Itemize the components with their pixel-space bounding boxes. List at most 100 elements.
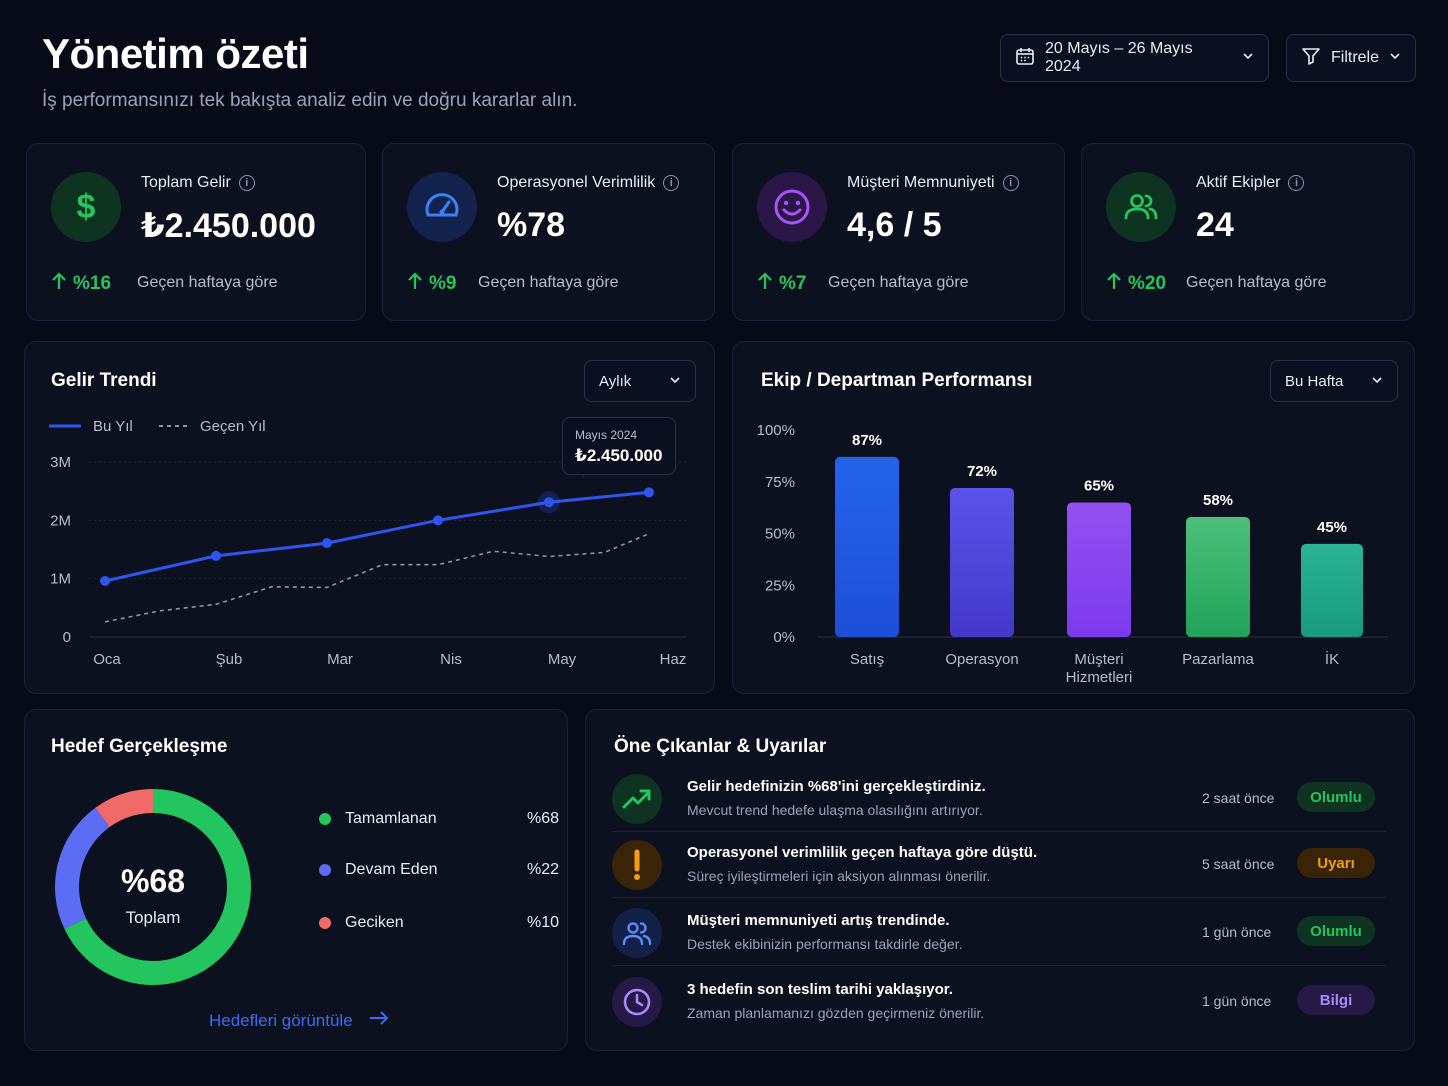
kpi-note: Geçen haftaya göre xyxy=(137,274,278,291)
kpi-value: 24 xyxy=(1196,206,1234,244)
y-tick-label: 1M xyxy=(50,571,71,588)
panel-title: Öne Çıkanlar & Uyarılar xyxy=(614,736,827,757)
dollar-icon: $ xyxy=(51,172,121,242)
x-tick-label: Operasyon xyxy=(945,651,1018,668)
alert-item[interactable]: 3 hedefin son teslim tarihi yaklaşıyor. … xyxy=(612,973,1386,1037)
divider xyxy=(612,965,1386,966)
period-label: Aylık xyxy=(599,372,632,390)
legend-label: Geciken xyxy=(345,914,404,931)
alert-item[interactable]: Gelir hedefinizin %68'ini gerçekleştirdi… xyxy=(612,770,1386,834)
y-tick-label: 0% xyxy=(773,629,795,646)
status-badge: Uyarı xyxy=(1297,848,1375,878)
info-icon[interactable]: i xyxy=(1002,175,1019,191)
info-icon[interactable]: i xyxy=(238,175,255,191)
arrow-right-icon xyxy=(369,1010,389,1031)
legend-dot xyxy=(319,864,331,876)
alert-item[interactable]: Müşteri memnuniyeti artış trendinde. Des… xyxy=(612,904,1386,968)
alert-time: 1 gün önce xyxy=(1202,993,1272,1009)
page-subtitle: İş performansınızı tek bakışta analiz ed… xyxy=(42,90,578,111)
page-title: Yönetim özeti xyxy=(42,30,309,77)
chevron-down-icon xyxy=(1242,49,1254,67)
donut-slice xyxy=(95,789,154,828)
legend-item: Geciken %10 xyxy=(319,914,559,932)
x-tick-label: Haz xyxy=(660,651,687,668)
tooltip-value: ₺2.450.000 xyxy=(575,446,663,465)
y-tick-label: 100% xyxy=(757,422,795,439)
x-tick-label: Pazarlama xyxy=(1182,651,1254,668)
trend-up-icon xyxy=(612,774,662,824)
filter-icon xyxy=(1301,46,1321,71)
donut-center-label: Toplam xyxy=(126,908,181,927)
view-goals-link[interactable]: Hedefleri görüntüle xyxy=(209,1010,389,1031)
y-tick-label: 2M xyxy=(50,512,71,529)
data-point xyxy=(322,538,332,549)
users-icon xyxy=(612,908,662,958)
legend-pct: %68 xyxy=(526,810,559,827)
bar xyxy=(1067,502,1131,637)
kpi-card-teams: Aktif Ekipler i 24 %20 Geçen haftaya göre xyxy=(1081,143,1415,321)
alert-time: 1 gün önce xyxy=(1202,924,1272,940)
alert-title: Müşteri memnuniyeti artış trendinde. xyxy=(687,912,950,929)
kpi-value: 4,6 / 5 xyxy=(847,206,942,244)
legend-item: Tamamlanan %68 xyxy=(319,810,559,828)
calendar-icon xyxy=(1015,46,1035,71)
users-icon xyxy=(1106,172,1176,242)
filter-button[interactable]: Filtrele xyxy=(1286,34,1416,82)
bar-value-label: 87% xyxy=(852,432,882,449)
goal-panel: Hedef Gerçekleşme %68 Toplam Tamamlanan … xyxy=(24,709,568,1051)
x-tick-label: Satış xyxy=(850,651,884,668)
kpi-label: Müşteri Memnuniyeti xyxy=(847,174,995,191)
y-tick-label: 25% xyxy=(765,577,795,594)
panel-title: Ekip / Departman Performansı xyxy=(761,370,1033,391)
alert-desc: Süreç iyileştirmeleri için aksiyon alınm… xyxy=(687,868,991,884)
week-dropdown[interactable]: Bu Hafta xyxy=(1270,360,1398,402)
bar-value-label: 72% xyxy=(967,463,997,480)
kpi-label: Toplam Gelir xyxy=(141,174,231,191)
kpi-change: %16 xyxy=(73,273,112,294)
bar xyxy=(1301,543,1363,637)
divider xyxy=(612,897,1386,898)
panel-title: Hedef Gerçekleşme xyxy=(51,736,228,757)
legend-last-year-label: Geçen Yıl xyxy=(200,418,266,435)
alerts-panel: Öne Çıkanlar & Uyarılar Gelir hedefinizi… xyxy=(585,709,1415,1051)
arrow-up-icon xyxy=(1106,272,1122,296)
bar-value-label: 45% xyxy=(1317,519,1347,536)
date-range-picker[interactable]: 20 Mayıs – 26 Mayıs 2024 xyxy=(1000,34,1269,82)
data-point xyxy=(211,550,221,561)
status-badge: Olumlu xyxy=(1297,916,1375,946)
chevron-down-icon xyxy=(1389,49,1401,67)
bar xyxy=(1186,516,1250,637)
period-dropdown[interactable]: Aylık xyxy=(584,360,696,402)
kpi-change: %9 xyxy=(429,273,457,294)
legend-this-year-label: Bu Yıl xyxy=(93,418,133,435)
y-tick-label: 75% xyxy=(765,474,795,491)
team-bar-chart: 0% 25% 50% 75% 100% 87% Satış 72% Operasyon 65% M… xyxy=(757,422,1388,686)
svg-text:$: $ xyxy=(77,189,96,225)
alert-desc: Zaman planlamanızı gözden geçirmeniz öne… xyxy=(687,1005,985,1021)
kpi-value: %78 xyxy=(497,206,566,244)
bar-value-label: 65% xyxy=(1084,477,1114,494)
info-icon[interactable]: i xyxy=(1288,175,1305,191)
donut-slice xyxy=(64,789,251,985)
arrow-up-icon xyxy=(757,272,773,296)
chevron-down-icon xyxy=(669,373,681,390)
data-point xyxy=(643,487,654,498)
y-tick-label: 0 xyxy=(63,629,71,646)
alert-time: 5 saat önce xyxy=(1202,856,1275,872)
info-icon[interactable]: i xyxy=(663,175,680,191)
donut-center-value: %68 xyxy=(121,863,185,899)
y-tick-label: 50% xyxy=(765,526,795,543)
divider xyxy=(612,831,1386,832)
alert-item[interactable]: Operasyonel verimlilik geçen haftaya gör… xyxy=(612,836,1386,900)
panel-title: Gelir Trendi xyxy=(51,370,157,391)
clock-icon xyxy=(612,977,662,1027)
view-goals-label: Hedefleri görüntüle xyxy=(209,1010,353,1030)
legend-label: Tamamlanan xyxy=(345,810,437,827)
alert-title: Gelir hedefinizin %68'ini gerçekleştirdi… xyxy=(687,778,986,795)
team-performance-panel: Ekip / Departman Performansı Bu Hafta 0%… xyxy=(732,341,1415,694)
legend-label: Devam Eden xyxy=(345,861,438,878)
arrow-up-icon xyxy=(407,272,423,296)
revenue-trend-panel: Gelir Trendi Aylık Bu Yıl Geçen Yıl 0 1M 2… xyxy=(24,341,715,694)
kpi-card-efficiency: Operasyonel Verimlilik i %78 %9 Geçen haf… xyxy=(382,143,715,321)
legend-pct: %22 xyxy=(526,861,559,878)
